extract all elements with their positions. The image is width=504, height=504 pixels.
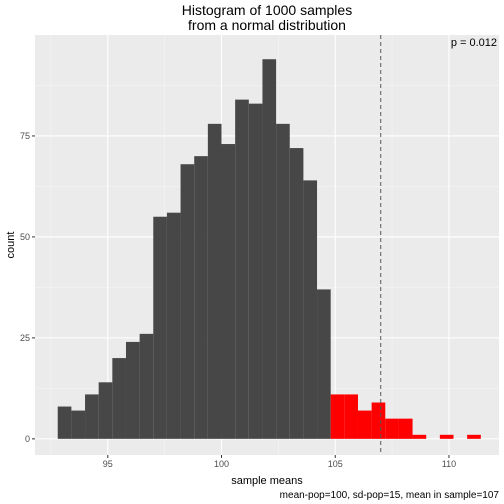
histogram-bar [98,382,113,439]
histogram-bar [262,59,277,439]
histogram-bar [139,333,154,439]
y-axis-title: count [5,232,17,259]
y-tick-label: 25 [20,333,30,343]
tail-bar [398,418,413,439]
histogram-bar [248,103,263,439]
y-tick-label: 50 [20,232,30,242]
histogram-bar [317,289,331,439]
y-tick-label: 75 [20,131,30,141]
y-axis-ticks: 0 25 50 75 [20,131,35,444]
tail-bars [330,394,481,439]
tail-bar [385,418,399,439]
x-tick-label: 105 [328,459,343,469]
tail-bar [467,434,481,439]
x-axis-title: sample means [231,475,303,487]
tail-bar [439,434,454,439]
histogram-bar [221,144,236,439]
chart-caption: mean-pop=100, sd-pop=15, mean in sample=… [280,490,500,501]
histogram-bar [289,148,304,439]
chart-title-line1: Histogram of 1000 samples [182,2,352,18]
y-tick-label: 0 [25,434,30,444]
histogram-bar [180,164,195,439]
histogram-bar [194,156,208,439]
histogram-bars [57,59,331,439]
x-tick-label: 100 [214,459,229,469]
tail-bar [344,394,358,439]
chart-title-line2: from a normal distribution [188,17,346,33]
histogram-bar [85,394,99,439]
histogram-bar [303,180,318,439]
tail-bar [412,434,427,439]
histogram-bar [276,123,290,439]
histogram-bar [153,216,167,439]
tail-bar [371,402,386,439]
p-value-annotation: p = 0.012 [451,37,497,49]
tail-bar [330,394,345,439]
histogram-bar [125,341,140,439]
x-tick-label: 110 [442,459,456,469]
tail-bar [357,410,372,439]
histogram-bar [112,358,126,439]
x-tick-label: 95 [103,459,113,469]
histogram-bar [166,212,181,439]
histogram-bar [71,410,86,439]
histogram-bar [57,406,72,439]
x-axis-ticks: 95 100 105 110 [103,455,456,469]
histogram-bar [207,123,222,439]
histogram-bar [235,99,249,439]
